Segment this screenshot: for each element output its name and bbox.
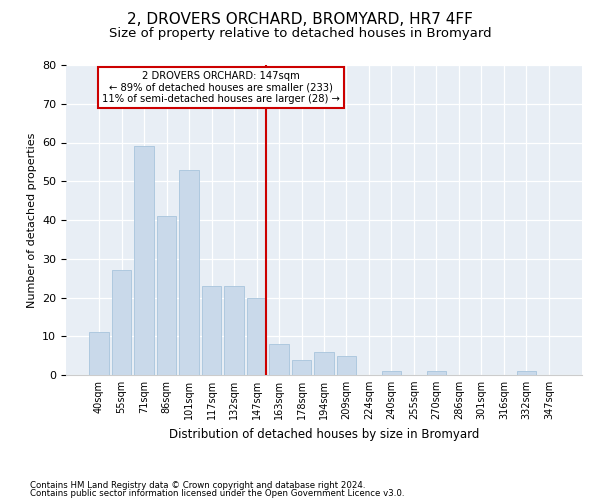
- Bar: [314, 352, 334, 375]
- Bar: [112, 270, 131, 375]
- Bar: [179, 170, 199, 375]
- Y-axis label: Number of detached properties: Number of detached properties: [26, 132, 37, 308]
- X-axis label: Distribution of detached houses by size in Bromyard: Distribution of detached houses by size …: [169, 428, 479, 440]
- Bar: [157, 216, 176, 375]
- Bar: [202, 286, 221, 375]
- Bar: [427, 371, 446, 375]
- Bar: [517, 371, 536, 375]
- Text: Contains HM Land Registry data © Crown copyright and database right 2024.: Contains HM Land Registry data © Crown c…: [30, 481, 365, 490]
- Text: 2 DROVERS ORCHARD: 147sqm
← 89% of detached houses are smaller (233)
11% of semi: 2 DROVERS ORCHARD: 147sqm ← 89% of detac…: [102, 71, 340, 104]
- Bar: [292, 360, 311, 375]
- Text: 2, DROVERS ORCHARD, BROMYARD, HR7 4FF: 2, DROVERS ORCHARD, BROMYARD, HR7 4FF: [127, 12, 473, 28]
- Text: Contains public sector information licensed under the Open Government Licence v3: Contains public sector information licen…: [30, 488, 404, 498]
- Bar: [382, 371, 401, 375]
- Bar: [134, 146, 154, 375]
- Text: Size of property relative to detached houses in Bromyard: Size of property relative to detached ho…: [109, 28, 491, 40]
- Bar: [89, 332, 109, 375]
- Bar: [269, 344, 289, 375]
- Bar: [337, 356, 356, 375]
- Bar: [224, 286, 244, 375]
- Bar: [247, 298, 266, 375]
